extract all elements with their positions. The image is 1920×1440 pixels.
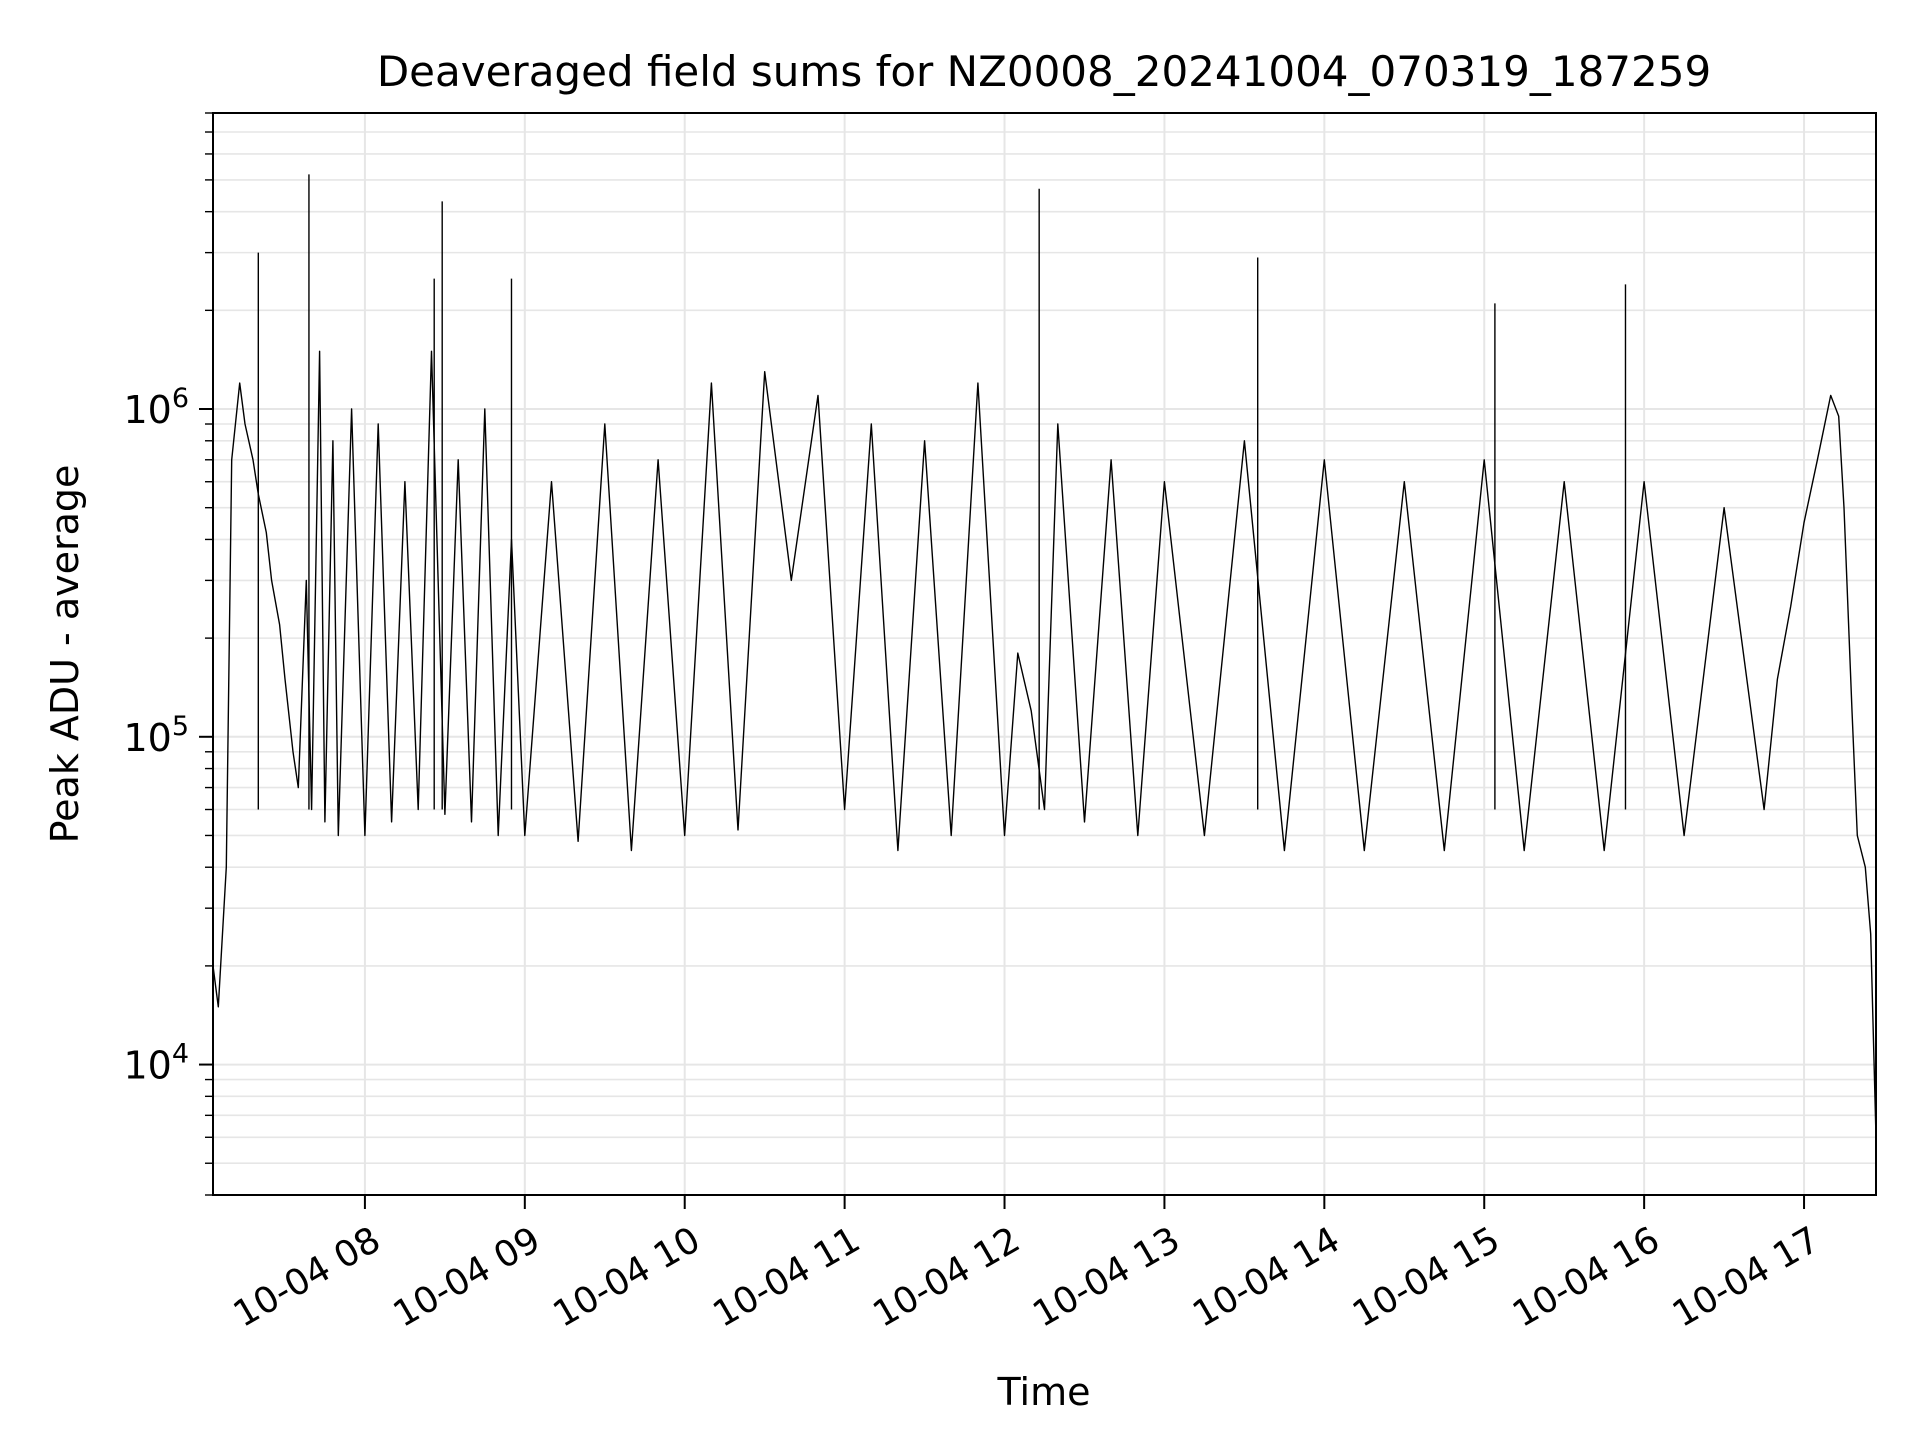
series-line (213, 350, 1876, 1138)
plot-frame (212, 112, 1877, 1196)
y-tick-label: 104 (123, 1039, 189, 1088)
data-layer (213, 174, 1876, 1138)
y-tick-label: 105 (123, 711, 189, 760)
grid (213, 112, 1876, 1196)
y-tick-label: 106 (123, 383, 189, 432)
chart-title: Deaveraged field sums for NZ0008_2024100… (377, 47, 1711, 96)
y-axis-label: Peak ADU - average (43, 465, 87, 844)
x-axis-label: Time (997, 1370, 1091, 1414)
